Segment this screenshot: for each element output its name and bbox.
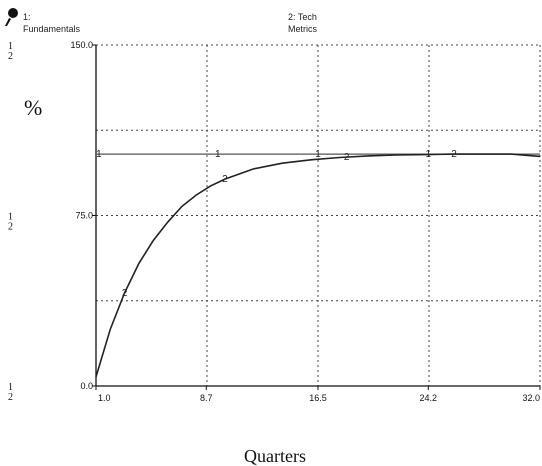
series-1-marker: 1: [215, 149, 221, 160]
series-2-marker: 2: [451, 149, 457, 160]
series-2-marker: 2: [344, 152, 350, 163]
series-1-marker: 1: [96, 149, 102, 160]
y-axis-series-id: 2: [8, 51, 13, 62]
y-tick-label: 150.0: [70, 40, 93, 50]
y-axis-series-id: 1: [8, 41, 13, 52]
grid: [96, 44, 541, 386]
y-axis-series-id: 2: [8, 392, 13, 403]
series-2-line: [95, 153, 541, 378]
y-tick-labels: 0.0 75.0 150.0: [70, 40, 96, 391]
y-tick-label: 75.0: [75, 211, 93, 221]
y-axis-series-id: 1: [8, 382, 13, 393]
y-axis-label: %: [24, 95, 42, 120]
y-axis-series-id: 2: [8, 222, 13, 233]
x-tick-label: 24.2: [420, 393, 438, 403]
series: 1 1 1 1 2 2 2 2: [95, 149, 541, 378]
legend: 1: Fundamentals 2: Tech Metrics: [5, 8, 317, 34]
x-tick-label: 16.5: [309, 393, 327, 403]
y-axis-series-id: 1: [8, 212, 13, 223]
x-axis-label: Quarters: [244, 446, 306, 466]
series-2-marker: 2: [122, 288, 128, 299]
x-tick-label: 1.0: [98, 393, 111, 403]
x-tick-labels: 1.0 8.7 16.5 24.2 32.0: [95, 386, 541, 403]
pencil-icon: [5, 8, 18, 26]
x-tick-label: 32.0: [522, 393, 540, 403]
legend-series-1-number: 1:: [23, 12, 31, 22]
legend-series-1-label: Fundamentals: [23, 24, 81, 34]
x-tick-label: 8.7: [200, 393, 213, 403]
series-1-marker: 1: [315, 149, 321, 160]
series-2-marker: 2: [222, 174, 228, 185]
y-tick-label: 0.0: [80, 381, 93, 391]
legend-series-2-label: Metrics: [288, 24, 317, 34]
series-1-marker: 1: [426, 149, 432, 160]
legend-series-2-number: 2: Tech: [288, 12, 317, 22]
